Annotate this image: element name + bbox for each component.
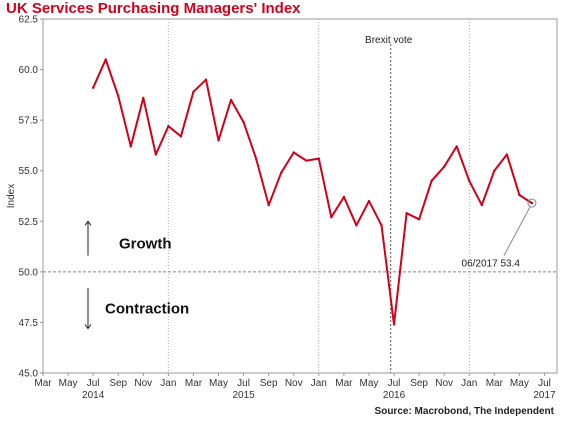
x-tick-label: Mar	[34, 378, 52, 389]
data-point	[217, 139, 220, 142]
data-point	[204, 78, 208, 81]
data-point	[179, 135, 183, 138]
x-tick-label: Jan	[461, 378, 477, 389]
y-tick-label: 52.5	[19, 217, 39, 228]
data-point	[442, 165, 446, 168]
data-point	[430, 179, 433, 183]
data-point	[530, 201, 534, 205]
contraction-label: Contraction	[105, 300, 189, 317]
data-point	[367, 199, 371, 203]
x-tick-label: May	[209, 378, 228, 389]
data-point	[167, 125, 170, 128]
y-tick-label: 62.5	[19, 15, 39, 26]
chart-title: UK Services Purchasing Managers' Index	[6, 0, 301, 17]
data-point	[480, 203, 483, 207]
x-tick-label: Jul	[237, 378, 250, 389]
y-tick-label: 60.0	[19, 65, 39, 76]
data-point	[142, 96, 145, 100]
data-point	[129, 145, 132, 148]
x-year-label-2014: 2014	[82, 390, 105, 401]
data-point	[117, 94, 120, 98]
x-tick-label: Nov	[285, 378, 303, 389]
y-tick-label: 55.0	[19, 166, 39, 177]
data-point	[355, 224, 358, 227]
data-point	[330, 216, 333, 219]
x-tick-label: Sep	[410, 378, 428, 389]
y-tick-label: 47.5	[19, 318, 39, 329]
chart-source: Source: Macrobond, The Independent	[374, 406, 554, 417]
x-year-label-2017: 2017	[533, 390, 556, 401]
data-point	[380, 224, 383, 227]
data-point	[91, 86, 95, 89]
data-point	[505, 153, 509, 156]
brexit-vote-label: Brexit vote	[365, 35, 413, 46]
data-point	[518, 193, 521, 197]
x-tick-label: Nov	[134, 378, 152, 389]
latest-callout-label: 06/2017 53.4	[462, 259, 521, 270]
x-tick-label: Jan	[311, 378, 327, 389]
data-point	[154, 153, 158, 156]
contraction-arrow-head	[84, 324, 92, 330]
growth-arrow-head	[84, 220, 92, 226]
x-tick-label: Jul	[538, 378, 551, 389]
y-axis-label: Index	[6, 184, 17, 208]
data-point	[455, 145, 458, 148]
x-tick-label: Jan	[160, 378, 176, 389]
x-tick-label: Nov	[435, 378, 453, 389]
data-point	[305, 159, 308, 162]
y-tick-label: 57.5	[19, 116, 39, 127]
data-point	[317, 157, 321, 160]
series-line-0	[92, 58, 533, 326]
data-point	[493, 169, 496, 172]
x-tick-label: Jul	[388, 378, 401, 389]
x-tick-label: Sep	[109, 378, 127, 389]
plot-frame	[42, 18, 558, 374]
x-tick-label: May	[510, 378, 529, 389]
data-point	[342, 195, 346, 199]
x-tick-label: May	[359, 378, 378, 389]
data-point	[279, 171, 283, 174]
x-year-label-2015: 2015	[232, 390, 255, 401]
data-point	[468, 179, 471, 183]
data-point	[229, 98, 233, 102]
y-tick-label: 50.0	[19, 267, 39, 278]
x-tick-label: Sep	[260, 378, 278, 389]
data-point	[254, 157, 258, 160]
x-tick-label: Mar	[335, 378, 353, 389]
data-point	[405, 211, 408, 215]
y-tick-label: 45.0	[19, 369, 39, 380]
latest-callout-line	[503, 206, 531, 256]
data-point	[242, 120, 245, 124]
data-point	[292, 151, 295, 154]
data-point	[104, 58, 107, 61]
data-point	[417, 218, 421, 221]
latest-marker	[527, 198, 537, 208]
x-tick-label: Mar	[185, 378, 203, 389]
data-point	[192, 90, 195, 94]
x-year-label-2016: 2016	[383, 390, 406, 401]
x-tick-label: May	[59, 378, 78, 389]
growth-label: Growth	[119, 236, 172, 253]
x-tick-label: Mar	[486, 378, 504, 389]
data-point	[392, 323, 396, 326]
data-point	[267, 203, 270, 207]
x-tick-label: Jul	[87, 378, 100, 389]
